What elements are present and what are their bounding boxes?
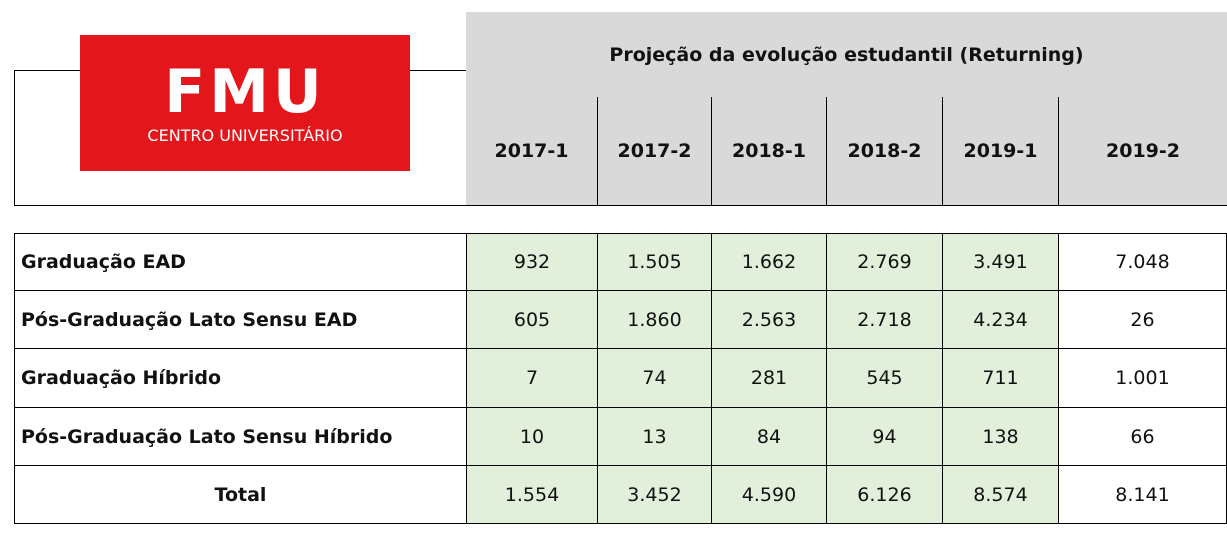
value-cell: 66 [1058, 407, 1227, 466]
value-cell: 281 [711, 348, 827, 408]
total-value: 8.141 [1058, 465, 1227, 524]
value-cell: 74 [597, 348, 712, 408]
value-cell: 1.001 [1058, 348, 1227, 408]
value-cell: 2.563 [711, 290, 827, 349]
value-cell: 26 [1058, 290, 1227, 349]
value-cell: 138 [942, 407, 1059, 466]
value-cell: 2.718 [826, 290, 943, 349]
total-value: 6.126 [826, 465, 943, 524]
value-cell: 1.505 [597, 233, 712, 291]
value-cell: 7.048 [1058, 233, 1227, 291]
value-cell: 7 [466, 348, 598, 408]
total-value: 8.574 [942, 465, 1059, 524]
total-value: 3.452 [597, 465, 712, 524]
logo-name: FMU [164, 56, 326, 127]
value-cell: 1.860 [597, 290, 712, 349]
value-cell: 3.491 [942, 233, 1059, 291]
value-cell: 545 [826, 348, 943, 408]
period-header: 2018-1 [711, 97, 826, 206]
row-label: Graduação Híbrido [14, 348, 467, 408]
total-label: Total [14, 465, 467, 524]
value-cell: 2.769 [826, 233, 943, 291]
row-label: Pós-Graduação Lato Sensu EAD [14, 290, 467, 349]
period-header: 2017-1 [466, 97, 597, 206]
value-cell: 4.234 [942, 290, 1059, 349]
value-cell: 711 [942, 348, 1059, 408]
logo-subtitle: CENTRO UNIVERSITÁRIO [147, 125, 343, 145]
value-cell: 1.662 [711, 233, 827, 291]
row-label: Graduação EAD [14, 233, 467, 291]
period-header: 2019-2 [1058, 97, 1227, 206]
logo: FMU CENTRO UNIVERSITÁRIO [80, 35, 410, 171]
value-cell: 94 [826, 407, 943, 466]
value-cell: 13 [597, 407, 712, 466]
period-header: 2019-1 [942, 97, 1058, 206]
value-cell: 10 [466, 407, 598, 466]
total-value: 1.554 [466, 465, 598, 524]
value-cell: 932 [466, 233, 598, 291]
total-value: 4.590 [711, 465, 827, 524]
row-label: Pós-Graduação Lato Sensu Híbrido [14, 407, 467, 466]
period-header: 2017-2 [597, 97, 711, 206]
header-title: Projeção da evolução estudantil (Returni… [466, 12, 1227, 98]
value-cell: 605 [466, 290, 598, 349]
value-cell: 84 [711, 407, 827, 466]
period-header: 2018-2 [826, 97, 942, 206]
